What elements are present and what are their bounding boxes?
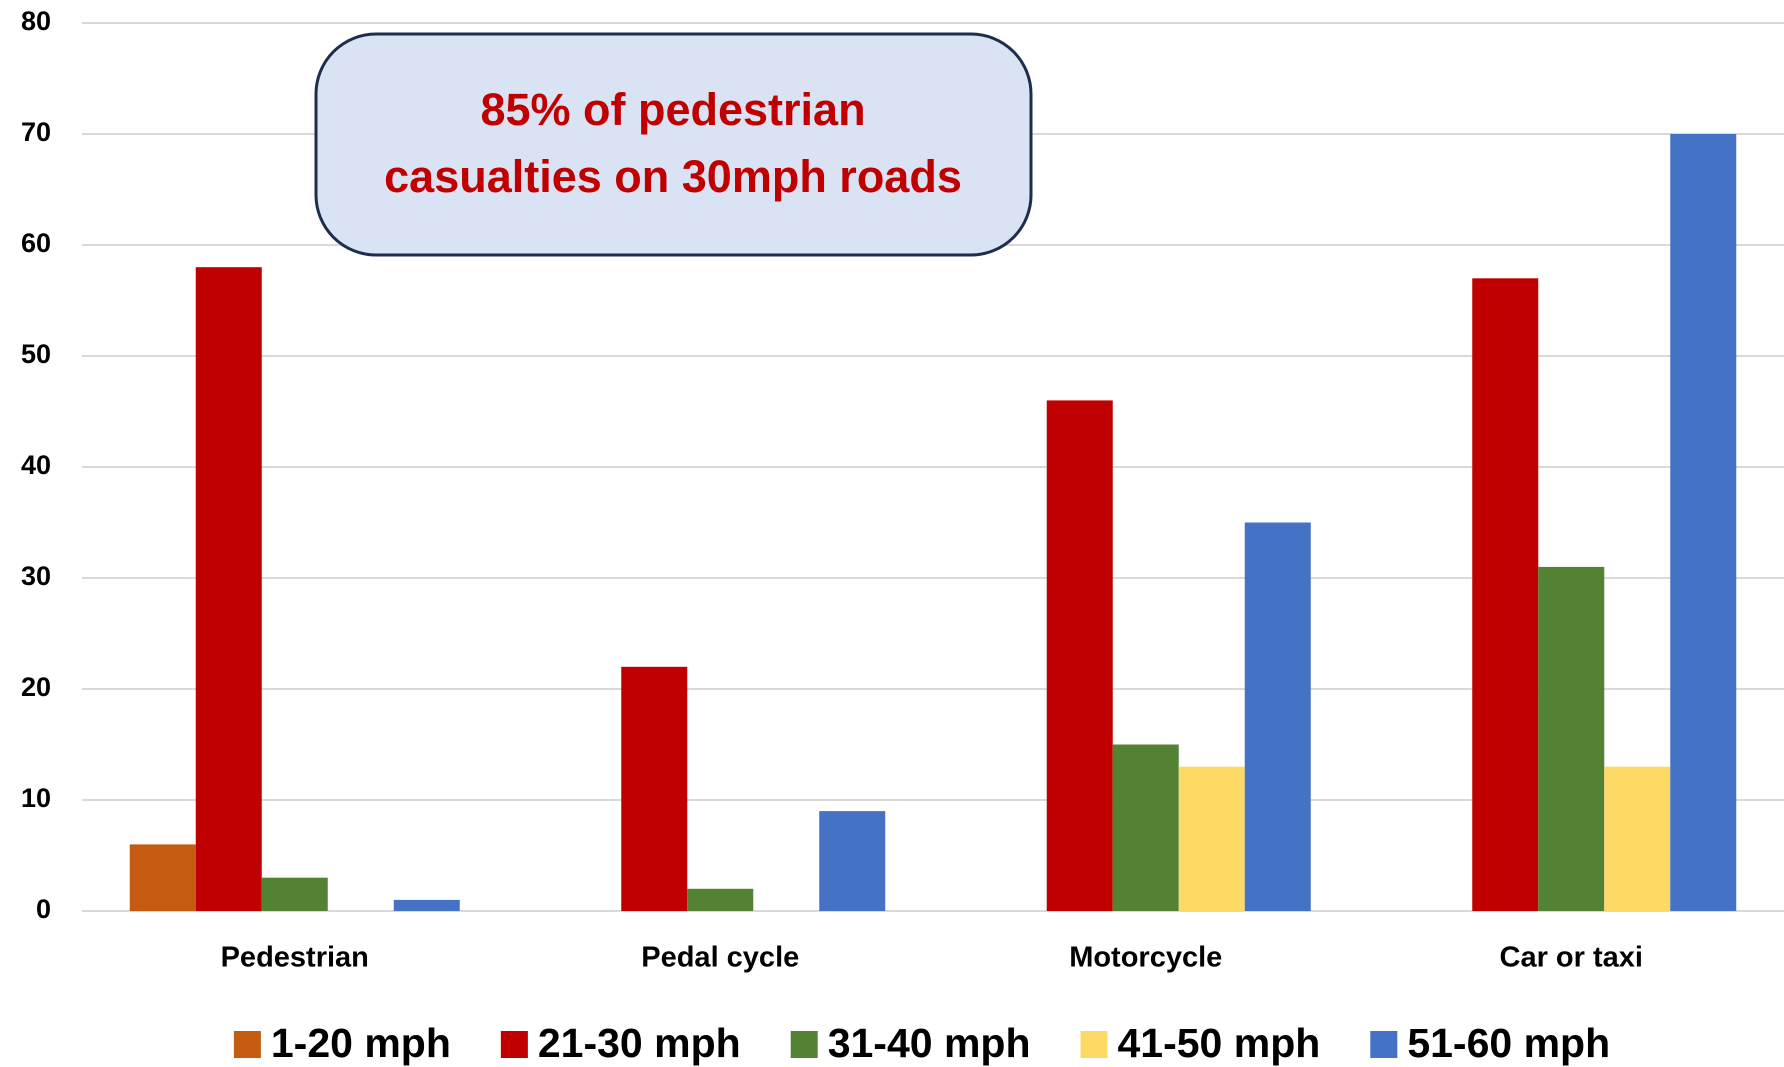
bar: [1472, 278, 1539, 911]
legend-swatch: [500, 1031, 528, 1058]
y-tick-label: 30: [21, 561, 51, 591]
legend-label: 31-40 mph: [828, 1020, 1031, 1066]
y-tick-label: 80: [21, 6, 51, 36]
bar: [621, 666, 688, 911]
annotation: 85% of pedestrian: [480, 84, 865, 135]
bar: [1178, 766, 1245, 911]
legend-label: 21-30 mph: [538, 1020, 741, 1066]
bar: [1604, 766, 1671, 911]
bar: [1112, 744, 1179, 911]
legend-label: 41-50 mph: [1118, 1020, 1321, 1066]
bar: [261, 877, 328, 911]
bar: [1538, 566, 1605, 911]
legend-swatch: [233, 1031, 261, 1058]
x-tick-label: Pedestrian: [221, 942, 369, 974]
x-tick-label: Car or taxi: [1500, 942, 1643, 974]
y-tick-label: 10: [21, 783, 51, 813]
bar: [393, 899, 460, 911]
x-tick-label: Pedal cycle: [641, 942, 799, 974]
annotation: casualties on 30mph roads: [384, 151, 962, 202]
legend-swatch: [790, 1031, 818, 1058]
x-tick-label: Motorcycle: [1069, 942, 1222, 974]
y-tick-label: 20: [21, 672, 51, 702]
legend-label: 1-20 mph: [271, 1020, 451, 1066]
y-tick-label: 60: [21, 228, 51, 258]
bar: [1670, 134, 1737, 911]
legend-swatch: [1080, 1031, 1108, 1058]
y-tick-label: 40: [21, 450, 51, 480]
bar: [129, 844, 196, 911]
y-tick-label: 50: [21, 339, 51, 369]
bar: [1244, 522, 1311, 911]
legend-label: 51-60 mph: [1407, 1020, 1610, 1066]
y-tick-label: 0: [36, 894, 51, 924]
y-tick-label: 70: [21, 117, 51, 147]
bar: [687, 888, 754, 911]
bar: [195, 267, 262, 911]
bar: [1046, 400, 1113, 911]
annotation-box: [314, 32, 1033, 257]
legend-swatch: [1370, 1031, 1398, 1058]
bar: [819, 811, 886, 911]
